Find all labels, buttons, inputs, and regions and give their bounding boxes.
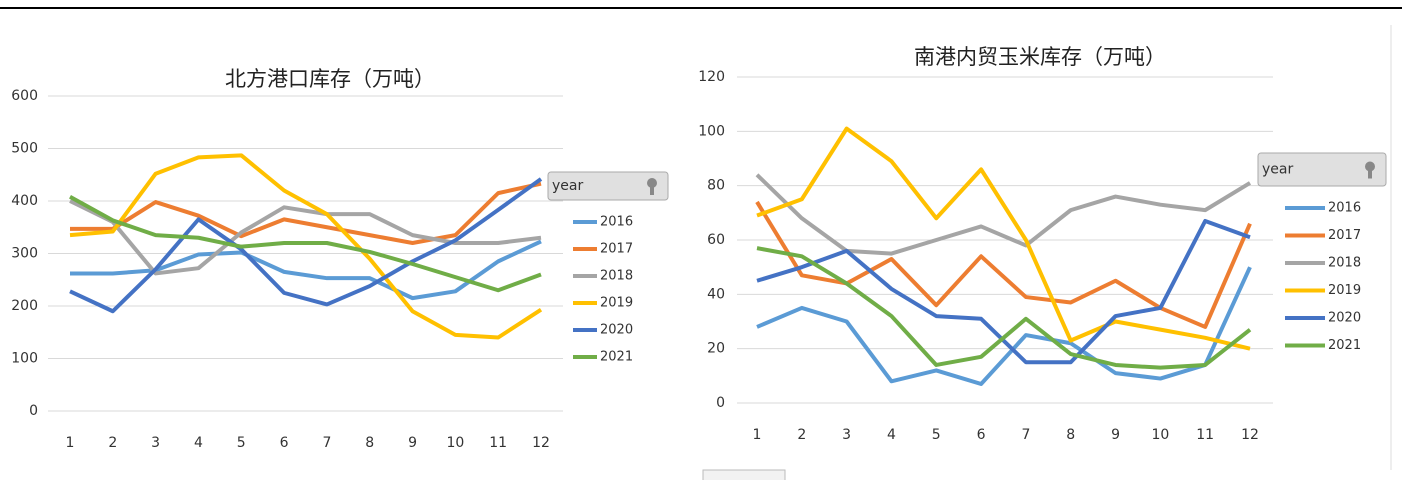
y-tick-label: 120 — [698, 69, 725, 85]
y-tick-label: 600 — [11, 88, 38, 104]
legend-label: 2017 — [1328, 228, 1361, 243]
legend-label: 2021 — [1328, 338, 1361, 353]
y-tick-label: 40 — [707, 286, 725, 302]
y-tick-label: 400 — [11, 193, 38, 209]
legend-label: 2019 — [600, 296, 633, 311]
y-tick-label: 300 — [11, 246, 38, 262]
legend-header — [1257, 152, 1387, 187]
x-tick-label: 4 — [194, 435, 203, 451]
series-line — [756, 126, 1251, 351]
series-line — [70, 181, 542, 245]
y-tick-label: 200 — [11, 298, 38, 314]
series-line — [756, 266, 1252, 386]
legend-label: 2018 — [600, 269, 633, 284]
y-tick-label: 80 — [707, 178, 725, 194]
legend-label: 2021 — [600, 350, 633, 365]
y-tick-label: 100 — [698, 123, 725, 139]
y-tick-label: 60 — [707, 232, 725, 248]
x-tick-label: 11 — [489, 435, 507, 451]
series-line — [756, 246, 1252, 370]
x-tick-label: 12 — [532, 435, 550, 451]
series-line — [69, 177, 543, 314]
x-tick-label: 3 — [842, 427, 851, 443]
legend-label: 2016 — [1328, 201, 1361, 216]
x-tick-label: 8 — [365, 435, 374, 451]
y-tick-label: 100 — [11, 351, 38, 367]
x-tick-label: 6 — [977, 427, 986, 443]
x-tick-label: 2 — [797, 427, 806, 443]
legend-title: year — [552, 178, 583, 194]
y-tick-label: 500 — [11, 141, 38, 157]
x-tick-label: 7 — [1021, 427, 1030, 443]
x-tick-label: 9 — [1111, 427, 1120, 443]
x-tick-label: 9 — [408, 435, 417, 451]
x-tick-label: 5 — [932, 427, 941, 443]
legend-label: 2016 — [600, 215, 633, 230]
y-tick-label: 0 — [29, 403, 38, 419]
legend-label: 2020 — [600, 323, 633, 338]
series-line — [69, 195, 542, 293]
series-line — [69, 153, 543, 340]
series-line — [70, 239, 542, 301]
filter-button — [1365, 161, 1375, 172]
x-tick-label: 4 — [887, 427, 896, 443]
x-tick-label: 11 — [1196, 427, 1214, 443]
legend-title: year — [1262, 162, 1293, 178]
filter-button-stem — [650, 186, 654, 195]
legend-label: 2017 — [600, 242, 633, 257]
series-line — [755, 200, 1252, 329]
legend-label: 2020 — [1328, 311, 1361, 326]
filter-button-stem — [1368, 169, 1372, 179]
x-tick-label: 8 — [1066, 427, 1075, 443]
x-tick-label: 3 — [151, 435, 160, 451]
x-tick-label: 5 — [237, 435, 246, 451]
series-line — [756, 218, 1251, 365]
legend-label: 2018 — [1328, 256, 1361, 271]
series-line — [69, 199, 542, 276]
sheet-control — [702, 469, 786, 483]
chart-title: 北方港口库存（万吨） — [225, 67, 435, 91]
series-line — [755, 173, 1252, 256]
y-tick-label: 20 — [707, 341, 725, 357]
x-tick-label: 1 — [66, 435, 75, 451]
x-tick-label: 12 — [1241, 427, 1259, 443]
filter-button — [647, 178, 657, 188]
x-tick-label: 10 — [1151, 427, 1169, 443]
x-tick-label: 1 — [753, 427, 762, 443]
chart-title: 南港内贸玉米库存（万吨） — [914, 45, 1166, 69]
y-tick-label: 0 — [716, 395, 725, 411]
x-tick-label: 6 — [280, 435, 289, 451]
x-tick-label: 2 — [108, 435, 117, 451]
x-tick-label: 7 — [322, 435, 331, 451]
x-tick-label: 10 — [446, 435, 464, 451]
legend-header — [547, 171, 669, 201]
legend-label: 2019 — [1328, 283, 1361, 298]
